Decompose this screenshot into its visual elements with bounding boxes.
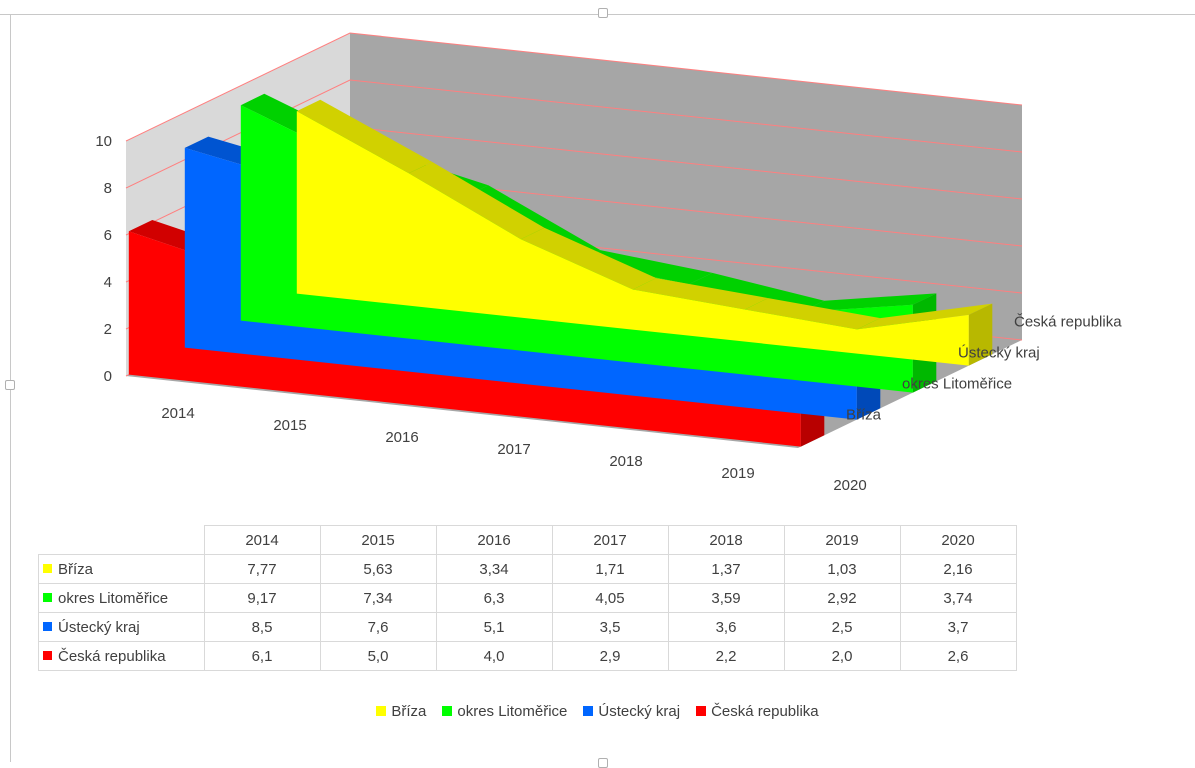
- legend-item: Ústecký kraj: [583, 703, 680, 720]
- top-resize-handle[interactable]: [598, 8, 608, 18]
- table-column-header: 2018: [667, 525, 785, 555]
- table-cell: 3,7: [899, 612, 1017, 642]
- legend-swatch: [376, 706, 387, 717]
- ruler: [0, 0, 1195, 15]
- series-0: [296, 99, 993, 366]
- table-cell: 6,1: [203, 641, 321, 671]
- table-row-header: Česká republika: [38, 641, 205, 671]
- table-cell: 2,16: [899, 554, 1017, 584]
- y-tick-label: 6: [104, 227, 112, 244]
- series-color-key: [43, 593, 52, 603]
- x-tick-label: 2018: [609, 453, 642, 470]
- table-column-header: 2019: [783, 525, 901, 555]
- x-tick-label: 2017: [497, 441, 530, 458]
- depth-axis-label: okres Litoměřice: [902, 376, 1012, 393]
- x-tick-label: 2020: [833, 477, 866, 494]
- chart-frame[interactable]: [5, 8, 1189, 768]
- legend-item: Česká republika: [696, 703, 819, 720]
- table-cell: 5,63: [319, 554, 437, 584]
- table-cell: 5,1: [435, 612, 553, 642]
- table-column-header: 2014: [203, 525, 321, 555]
- legend-swatch: [583, 706, 594, 717]
- x-tick-label: 2016: [385, 429, 418, 446]
- table-row: Česká republika 6,1 5,0 4,0 2,9 2,2 2,0 2,6: [38, 641, 1017, 671]
- table-cell: 9,17: [203, 583, 321, 613]
- series-top-0: [632, 278, 769, 310]
- chart-legend: Bříza okres Litoměřice Ústecký kraj Česká r…: [0, 703, 1195, 720]
- table-row-header: Bříza: [38, 554, 205, 584]
- depth-axis-label: Česká republika: [1014, 314, 1122, 331]
- legend-item: Bříza: [376, 703, 426, 720]
- table-cell: 7,77: [203, 554, 321, 584]
- table-cell: 3,6: [667, 612, 785, 642]
- series-color-key: [43, 564, 52, 574]
- series-top-1: [800, 293, 937, 312]
- table-cell: 1,03: [783, 554, 901, 584]
- table-corner: [38, 525, 205, 555]
- table-cell: 2,5: [783, 612, 901, 642]
- series-end-0: [968, 303, 993, 366]
- table-row: okres Litoměřice 9,17 7,34 6,3 4,05 3,59 2,92 3…: [38, 583, 1017, 613]
- chart-plot: 0 2 4 6 8 10 2014 2015 2016 2017 2018 2019 2020 Česká…: [95, 32, 1122, 494]
- table-cell: 5,0: [319, 641, 437, 671]
- legend-label: okres Litoměřice: [457, 703, 568, 720]
- table-cell: 4,05: [551, 583, 669, 613]
- table-cell: 2,9: [551, 641, 669, 671]
- legend-swatch: [696, 706, 707, 717]
- table-cell: 4,0: [435, 641, 553, 671]
- table-row-header: Ústecký kraj: [38, 612, 205, 642]
- table-row: Ústecký kraj 8,5 7,6 5,1 3,5 3,6 2,5 3,7: [38, 612, 1017, 642]
- table-header-row: 2014 2015 2016 2017 2018 2019 2020: [38, 525, 1017, 555]
- gridline: [125, 32, 1023, 142]
- table-cell: 3,59: [667, 583, 785, 613]
- series-top-0: [296, 99, 433, 174]
- table-cell: 2,0: [783, 641, 901, 671]
- table-cell: 3,34: [435, 554, 553, 584]
- table-cell: 6,3: [435, 583, 553, 613]
- series-top-0: [408, 162, 545, 240]
- table-column-header: 2017: [551, 525, 669, 555]
- series-top-0: [744, 298, 881, 330]
- table-column-header: 2015: [319, 525, 437, 555]
- y-tick-label: 10: [95, 133, 112, 150]
- data-table: 2014 2015 2016 2017 2018 2019 2020 Bříza 7,77 5,…: [38, 525, 1017, 671]
- series-color-key: [43, 651, 52, 661]
- table-cell: 1,37: [667, 554, 785, 584]
- series-front-0: [296, 111, 969, 366]
- left-resize-handle[interactable]: [5, 380, 15, 390]
- table-row-header: okres Litoměřice: [38, 583, 205, 613]
- table-cell: 7,34: [319, 583, 437, 613]
- table-cell: 2,6: [899, 641, 1017, 671]
- y-tick-label: 8: [104, 180, 112, 197]
- y-tick-label: 4: [104, 274, 112, 291]
- table-cell: 2,92: [783, 583, 901, 613]
- table-column-header: 2020: [899, 525, 1017, 555]
- legend-label: Bříza: [391, 703, 427, 720]
- series-color-key: [43, 622, 52, 632]
- table-cell: 8,5: [203, 612, 321, 642]
- table-cell: 2,2: [667, 641, 785, 671]
- legend-label: Ústecký kraj: [598, 703, 681, 720]
- y-tick-label: 0: [104, 368, 112, 385]
- x-tick-label: 2014: [161, 405, 194, 422]
- table-row: Bříza 7,77 5,63 3,34 1,71 1,37 1,03 2,16: [38, 554, 1017, 584]
- x-tick-label: 2015: [273, 417, 306, 434]
- table-column-header: 2016: [435, 525, 553, 555]
- x-tick-label: 2019: [721, 465, 754, 482]
- series-top-0: [520, 227, 657, 290]
- table-cell: 3,5: [551, 612, 669, 642]
- legend-swatch: [442, 706, 453, 717]
- legend-item: okres Litoměřice: [442, 703, 567, 720]
- depth-axis-label: Bříza: [846, 407, 882, 424]
- depth-axis-label: Ústecký kraj: [958, 345, 1040, 362]
- y-tick-label: 2: [104, 321, 112, 338]
- legend-label: Česká republika: [711, 703, 819, 720]
- table-cell: 3,74: [899, 583, 1017, 613]
- table-cell: 1,71: [551, 554, 669, 584]
- series-top-0: [856, 303, 993, 330]
- table-cell: 7,6: [319, 612, 437, 642]
